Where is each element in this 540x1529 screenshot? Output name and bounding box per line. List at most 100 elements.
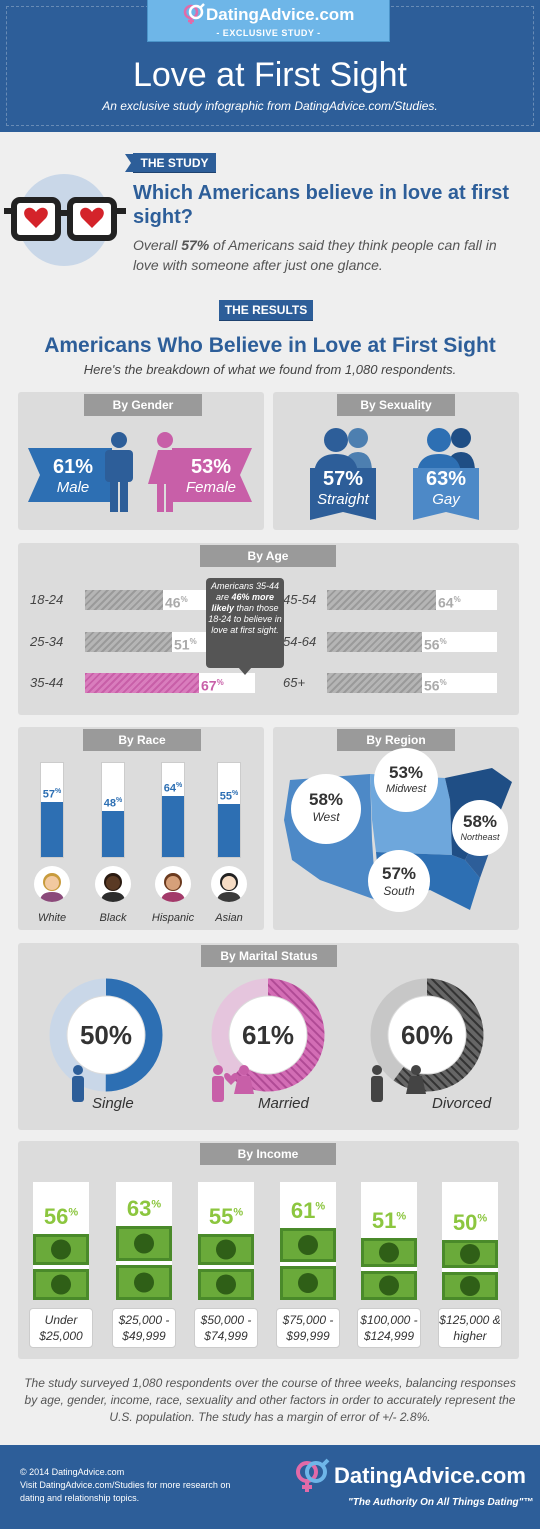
sexuality-tab: By Sexuality: [337, 394, 455, 416]
female-label: Female: [185, 479, 237, 496]
footer-visit[interactable]: Visit DatingAdvice.com/Studies for more …: [20, 1480, 231, 1503]
person-hispanic-icon: [155, 866, 191, 902]
region-tab: By Region: [337, 729, 455, 751]
income-label-3: $75,000 - $99,999: [276, 1308, 340, 1348]
banner-notch: [125, 154, 135, 172]
midwest-bubble: 53% Midwest: [374, 748, 438, 812]
age-bar-fill: [327, 673, 422, 693]
marital-rings: [49, 978, 484, 1102]
results-subtitle: Here's the breakdown of what we found fr…: [83, 362, 457, 377]
ring-arc-single: [49, 978, 163, 1092]
race-label-white: White: [37, 912, 67, 924]
page-subtitle: An exclusive study infographic from Dati…: [102, 99, 438, 113]
age-bar-45-54: 64%: [327, 590, 497, 611]
gender-symbol-icon: [296, 1458, 330, 1492]
marital-tab: By Marital Status: [201, 945, 337, 967]
age-label-45-54: 45-54: [283, 592, 317, 607]
race-tab: By Race: [83, 729, 201, 751]
gay-label: Gay: [432, 491, 460, 508]
race-pct-white: 57%: [42, 788, 62, 801]
study-question: Which Americans believe in love at first…: [133, 182, 510, 228]
study-text-post: of Americans said they think people can …: [133, 237, 497, 273]
study-text-bold: 57%: [181, 237, 210, 253]
south-pct: 57%: [381, 864, 417, 883]
age-bar-fill: [327, 632, 422, 652]
age-pct-35-44: 67%: [201, 677, 224, 694]
south-bubble: 57% South: [368, 850, 430, 912]
person-black-icon: [95, 866, 131, 902]
money-stack-1: [116, 1226, 172, 1300]
race-bar-asian: 55%: [217, 762, 241, 858]
race-bar-fill: [102, 811, 124, 857]
age-label-35-44: 35-44: [30, 675, 64, 690]
age-label-18-24: 18-24: [30, 592, 64, 607]
northeast-bubble: 58% Northeast: [452, 800, 508, 856]
income-pct-5: 50%: [452, 1210, 488, 1235]
income-label-5: $125,000 & higher: [438, 1308, 502, 1348]
income-label-0: Under $25,000: [29, 1308, 93, 1348]
race-bar-fill: [41, 802, 63, 857]
race-bar-black: 48%: [101, 762, 125, 858]
midwest-label: Midwest: [385, 783, 427, 795]
ring-arc-divorced: [370, 978, 484, 1092]
age-label-25-34: 25-34: [30, 634, 64, 649]
race-bar-hispanic: 64%: [161, 762, 185, 858]
single-person-icon: [72, 1065, 84, 1102]
single-pct: 50%: [79, 1020, 133, 1050]
income-label-1: $25,000 - $49,999: [112, 1308, 176, 1348]
gender-tab: By Gender: [84, 394, 202, 416]
west-pct: 58%: [308, 790, 344, 809]
person-asian-icon: [211, 866, 247, 902]
age-pct-25-34: 51%: [174, 636, 197, 653]
gay-couple-icon: [413, 428, 479, 520]
footer-tagline: "The Authority On All Things Dating"™: [348, 1497, 534, 1508]
income-pct-2: 55%: [208, 1204, 244, 1229]
money-stack-5: [442, 1240, 498, 1300]
income-tab: By Income: [200, 1143, 336, 1165]
income-pct-4: 51%: [371, 1208, 407, 1233]
age-pct-54-64: 56%: [424, 636, 447, 653]
race-label-asian: Asian: [215, 912, 243, 924]
income-pct-0: 56%: [43, 1204, 79, 1229]
gay-pct: 63%: [425, 468, 467, 490]
callout-post: than those 18-24 to believe in love at f…: [208, 603, 282, 635]
money-stack-2: [198, 1234, 254, 1300]
male-ribbon: [28, 448, 112, 502]
brand-name: DatingAdvice.com: [206, 5, 355, 24]
south-label: South: [383, 884, 415, 898]
money-stack-4: [361, 1238, 417, 1300]
race-bar-fill: [218, 804, 240, 857]
race-bar-fill: [162, 796, 184, 857]
male-icon: [105, 432, 133, 512]
age-bar-54-64: 56%: [327, 632, 497, 653]
callout-pointer: [238, 667, 252, 675]
age-pct-45-54: 64%: [438, 594, 461, 611]
divorced-pct: 60%: [400, 1020, 454, 1050]
age-callout: Americans 35-44 are 46% more likely than…: [206, 578, 284, 668]
income-label-4: $100,000 - $124,999: [357, 1308, 421, 1348]
northeast-pct: 58%: [462, 812, 498, 831]
race-bar-white: 57%: [40, 762, 64, 858]
study-text-pre: Overall: [133, 237, 182, 253]
results-banner: THE RESULTS: [219, 300, 313, 321]
ring-center-married: [229, 996, 307, 1074]
race-pct-hispanic: 64%: [163, 782, 183, 795]
male-pct: 61%: [52, 456, 94, 478]
ring-center-divorced: [388, 996, 466, 1074]
age-tab: By Age: [200, 545, 336, 567]
age-pct-18-24: 46%: [165, 594, 188, 611]
married-pct: 61%: [241, 1020, 295, 1050]
person-white-icon: [34, 866, 70, 902]
income-panel: [18, 1141, 519, 1359]
female-ribbon: [172, 448, 252, 502]
race-pct-black: 48%: [103, 797, 123, 810]
age-label-54-64: 54-64: [283, 634, 317, 649]
ring-arc-married: [211, 978, 325, 1092]
race-pct-asian: 55%: [219, 790, 239, 803]
heart-glasses-icon: [4, 174, 126, 266]
income-label-2: $50,000 - $74,999: [194, 1308, 258, 1348]
age-bar-fill: [327, 590, 436, 610]
race-label-black: Black: [99, 912, 127, 924]
gender-symbol-icon: [183, 3, 205, 24]
age-pct-65+: 56%: [424, 677, 447, 694]
